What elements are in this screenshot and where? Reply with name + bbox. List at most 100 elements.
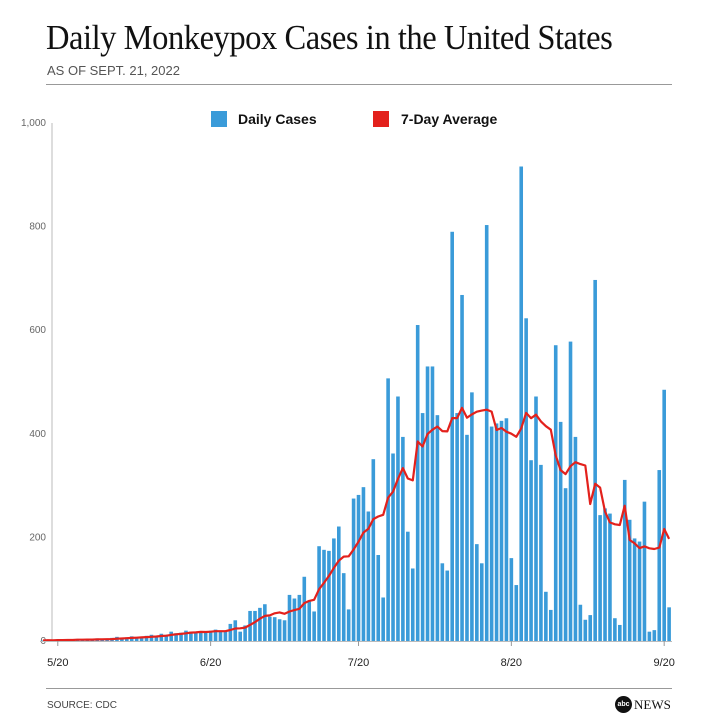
bar-8/9 xyxy=(455,413,459,641)
bar-8/28 xyxy=(548,609,553,641)
bar-7/5 xyxy=(282,620,287,641)
bar-6/7 xyxy=(144,635,149,641)
bar-7/17 xyxy=(341,573,346,641)
bar-9/14 xyxy=(632,538,637,641)
bar-8/24 xyxy=(529,460,533,641)
y-tick-label: 1,000 xyxy=(21,118,46,129)
chart-subtitle: AS OF SEPT. 21, 2022 xyxy=(47,63,180,78)
x-tick-label: 8/20 xyxy=(501,657,522,669)
bar-8/20 xyxy=(509,558,514,641)
y-tick-label: 400 xyxy=(29,429,46,440)
header-divider xyxy=(46,84,672,85)
chart-title: Daily Monkeypox Cases in the United Stat… xyxy=(46,18,613,57)
bar-8/2 xyxy=(420,413,425,641)
bar-8/23 xyxy=(524,318,528,641)
bar-7/27 xyxy=(391,453,395,641)
bar-6/20 xyxy=(208,630,213,641)
bar-6/15 xyxy=(184,630,188,641)
bar-8/4 xyxy=(430,366,435,641)
bar-6/16 xyxy=(189,631,193,641)
bar-6/26 xyxy=(238,631,242,641)
abc-news-logo: abc NEWS xyxy=(615,696,671,713)
bar-7/12 xyxy=(317,546,321,641)
legend-label-daily: Daily Cases xyxy=(238,111,317,127)
bar-6/21 xyxy=(213,629,218,641)
bar-6/12 xyxy=(169,631,173,641)
bar-8/13 xyxy=(475,544,479,641)
bar-8/22 xyxy=(519,166,524,641)
x-tick-label: 6/20 xyxy=(200,657,221,669)
bar-9/1 xyxy=(568,341,573,641)
seven-day-average-line xyxy=(42,406,671,642)
bar-9/21 xyxy=(667,607,671,641)
bar-6/11 xyxy=(164,634,169,641)
bar-7/1 xyxy=(263,604,267,641)
bar-6/19 xyxy=(203,632,208,641)
bar-7/16 xyxy=(337,526,341,641)
bar-9/5 xyxy=(588,615,593,641)
bar-7/8 xyxy=(297,594,302,641)
average-line xyxy=(42,406,671,642)
bar-6/9 xyxy=(154,636,159,641)
bar-8/10 xyxy=(460,294,464,641)
bar-8/27 xyxy=(544,591,548,641)
bar-7/24 xyxy=(376,555,381,641)
bar-6/27 xyxy=(243,625,247,641)
bar-8/21 xyxy=(514,585,519,641)
bar-8/25 xyxy=(534,396,538,641)
bar-6/13 xyxy=(174,633,178,641)
bar-9/18 xyxy=(652,630,657,641)
bar-7/29 xyxy=(401,436,405,641)
bar-9/10 xyxy=(613,618,617,641)
bar-8/29 xyxy=(553,345,558,641)
bar-8/26 xyxy=(539,464,543,641)
bar-8/8 xyxy=(450,231,454,641)
x-tick-label: 5/20 xyxy=(47,657,68,669)
bar-9/19 xyxy=(657,470,662,641)
news-logo-text: NEWS xyxy=(634,696,671,712)
x-tick-label: 9/20 xyxy=(653,657,674,669)
bar-9/2 xyxy=(573,436,578,641)
bar-7/14 xyxy=(327,550,331,641)
bar-7/6 xyxy=(287,594,292,641)
bar-9/4 xyxy=(583,619,588,641)
bar-9/11 xyxy=(618,624,622,641)
legend-label-average: 7-Day Average xyxy=(401,111,497,127)
bar-9/7 xyxy=(598,515,602,641)
bar-7/31 xyxy=(410,568,415,641)
bar-8/17 xyxy=(494,423,499,641)
bar-5/17 xyxy=(41,640,45,641)
x-tick-label: 7/20 xyxy=(348,657,369,669)
bar-6/14 xyxy=(179,632,183,641)
bar-6/5 xyxy=(134,637,139,641)
y-tick-label: 200 xyxy=(29,532,46,543)
bar-6/24 xyxy=(228,623,233,641)
bar-6/23 xyxy=(223,631,228,641)
bar-8/18 xyxy=(499,420,504,641)
bar-8/16 xyxy=(489,426,494,641)
bar-8/1 xyxy=(415,325,420,641)
legend: Daily Cases 7-Day Average xyxy=(211,111,497,127)
bar-8/14 xyxy=(479,563,484,641)
bar-9/13 xyxy=(627,519,632,641)
y-axis: 02004006008001,000 xyxy=(21,118,53,647)
bar-8/5 xyxy=(435,415,440,641)
bar-8/31 xyxy=(563,488,568,641)
bar-7/10 xyxy=(307,601,312,641)
bar-8/12 xyxy=(470,392,474,641)
bar-7/7 xyxy=(292,598,297,641)
bar-6/18 xyxy=(198,631,203,641)
bar-8/30 xyxy=(558,421,563,641)
bar-7/30 xyxy=(406,531,410,641)
bar-8/3 xyxy=(425,366,430,641)
bar-7/3 xyxy=(272,617,277,641)
bar-6/2 xyxy=(120,638,124,641)
bar-8/6 xyxy=(440,563,445,641)
bars xyxy=(41,166,671,641)
bar-9/8 xyxy=(603,508,607,641)
bar-9/6 xyxy=(593,279,597,641)
bar-7/15 xyxy=(332,538,336,641)
bar-6/17 xyxy=(194,632,198,641)
legend-swatch-daily xyxy=(211,111,227,127)
